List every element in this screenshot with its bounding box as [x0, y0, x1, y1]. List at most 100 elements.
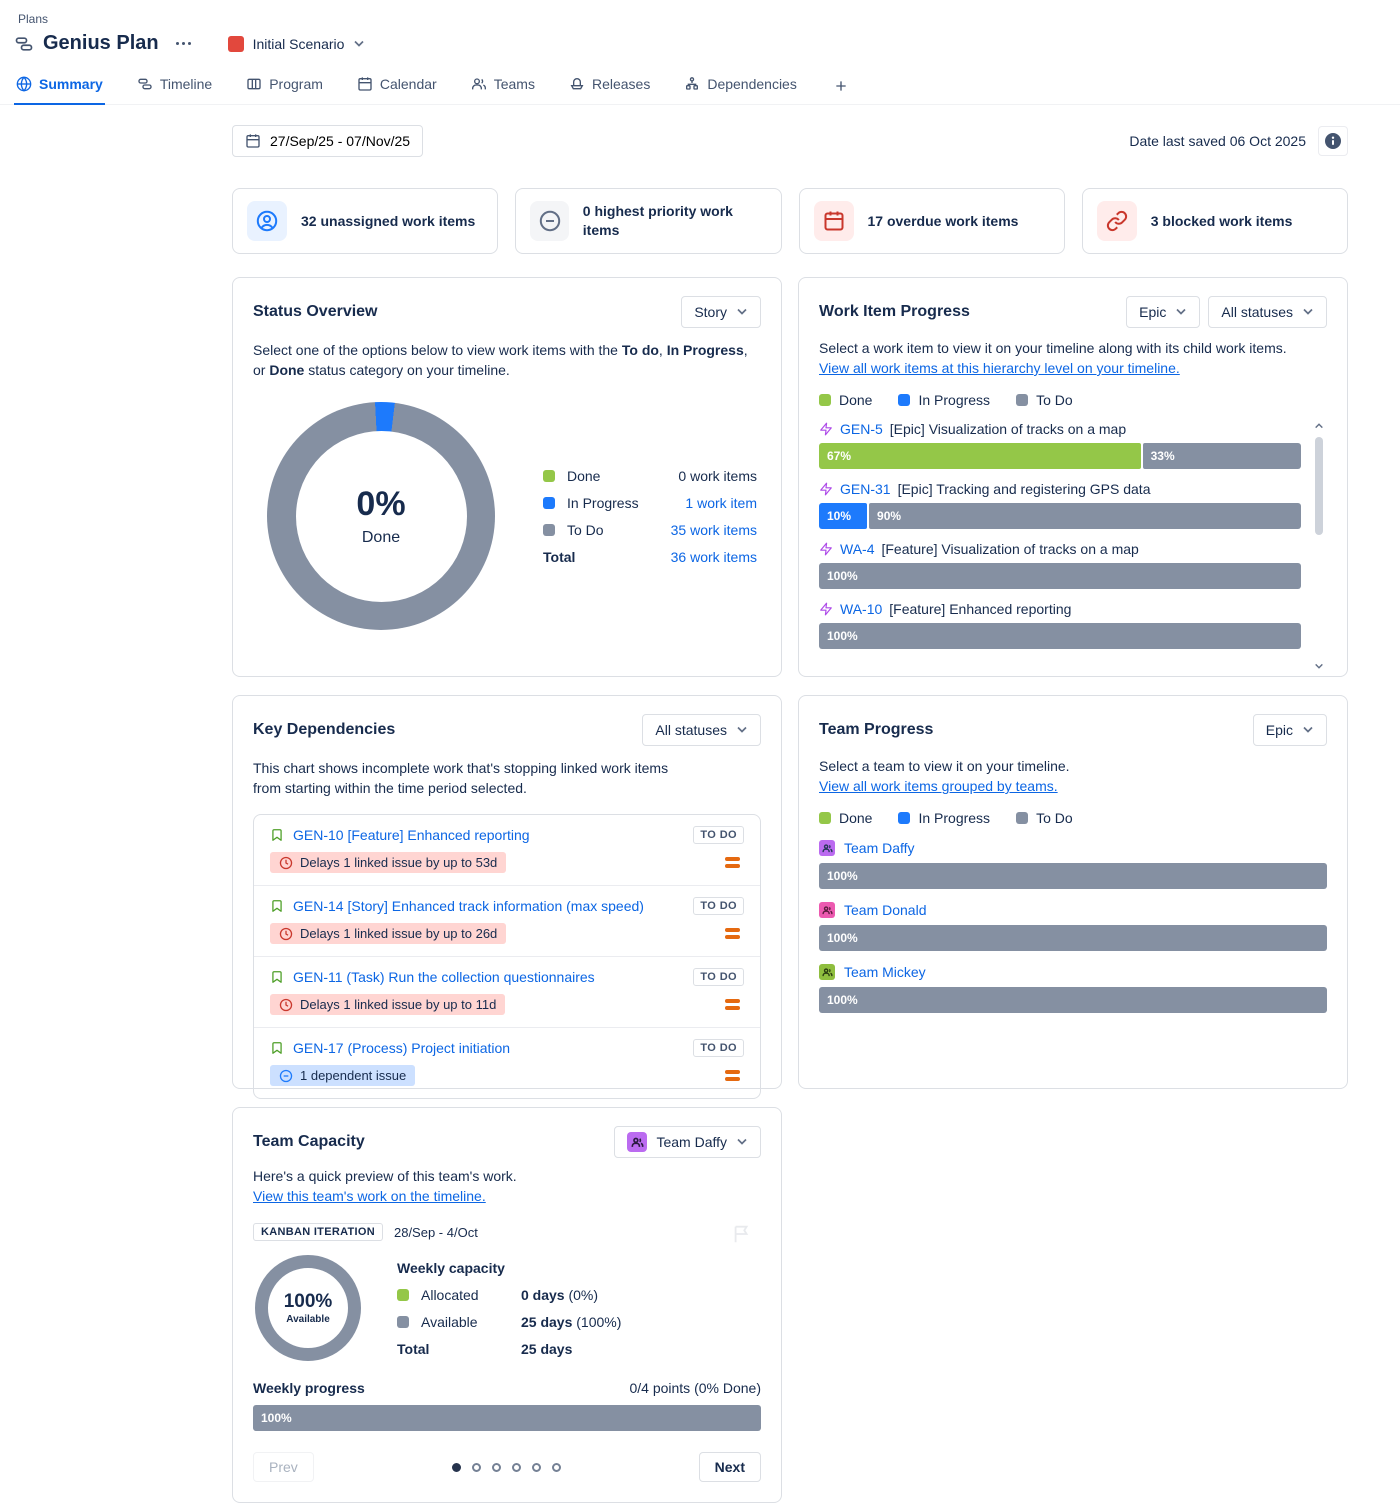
add-tab-button[interactable]	[829, 70, 853, 105]
delay-pill: Delays 1 linked issue by up to 53d	[270, 852, 507, 873]
legend-swatch	[898, 812, 911, 824]
progress-bar[interactable]: 10% 90%	[819, 503, 1301, 529]
progress-bar[interactable]: 100%	[819, 623, 1301, 649]
status-overview-level-dropdown[interactable]: Story	[681, 296, 761, 328]
stat-card-overdue[interactable]: 17 overdue work items	[798, 188, 1065, 254]
scenario-selector[interactable]: Initial Scenario	[227, 35, 366, 52]
pager-dot[interactable]	[531, 1462, 541, 1472]
people-icon	[821, 905, 833, 914]
tab-releases[interactable]: Releases	[567, 68, 652, 105]
team-progress-bar[interactable]: 100%	[819, 987, 1327, 1013]
status-badge: TO DO	[693, 897, 744, 915]
progress-segment: 100%	[253, 1405, 761, 1431]
people-icon	[631, 1137, 644, 1147]
progress-segment: 90%	[869, 503, 1301, 529]
card-description: This chart shows incomplete work that's …	[253, 760, 669, 796]
medium-priority-icon	[725, 999, 740, 1010]
donut-center-value: 0%	[356, 485, 406, 523]
progress-bar[interactable]: 100%	[819, 563, 1301, 589]
scrollbar-thumb[interactable]	[1315, 437, 1323, 535]
scroll-up-icon[interactable]	[1314, 422, 1324, 429]
legend-value-link[interactable]: 35 work items	[670, 521, 757, 538]
dependency-link[interactable]: GEN-10 [Feature] Enhanced reporting	[293, 827, 530, 843]
team-progress-bar[interactable]: 100%	[819, 863, 1327, 889]
page-title: Genius Plan	[43, 32, 159, 54]
more-actions-button[interactable]	[170, 34, 197, 53]
stat-card-blocked[interactable]: 3 blocked work items	[1081, 188, 1348, 254]
next-button[interactable]: Next	[698, 1452, 761, 1482]
tp-level-dropdown[interactable]: Epic	[1252, 714, 1327, 746]
prev-button[interactable]: Prev	[253, 1452, 314, 1482]
breadcrumb[interactable]: Plans	[18, 12, 49, 26]
legend-row-total: Total 36 work items	[543, 549, 757, 565]
dependency-link[interactable]: GEN-17 (Process) Project initiation	[293, 1040, 511, 1056]
view-all-hierarchy-link[interactable]: View all work items at this hierarchy le…	[819, 360, 1180, 376]
work-item-key-link[interactable]: WA-10	[840, 601, 883, 617]
pager-dot[interactable]	[471, 1462, 481, 1472]
calendar-icon	[246, 134, 260, 148]
wip-status-dropdown[interactable]: All statuses	[1208, 296, 1327, 328]
weekly-capacity-table: Weekly capacity Allocated 0 days (0%) Av…	[397, 1260, 761, 1357]
pager-dot[interactable]	[511, 1462, 521, 1472]
tab-program[interactable]: Program	[244, 68, 325, 105]
pager-dot[interactable]	[491, 1462, 501, 1472]
tab-label: Calendar	[379, 76, 437, 92]
info-button[interactable]	[1318, 126, 1348, 156]
people-icon	[821, 967, 833, 976]
legend-swatch	[819, 812, 831, 824]
date-range-button[interactable]: 27/Sep/25 - 07/Nov/25	[232, 125, 424, 157]
tab-dependencies[interactable]: Dependencies	[682, 68, 799, 105]
tab-teams[interactable]: Teams	[469, 68, 537, 105]
clock-icon	[279, 856, 293, 869]
stat-card-highest-priority[interactable]: 0 highest priority work items	[515, 188, 782, 254]
last-saved: Date last saved 06 Oct 2025	[1129, 126, 1348, 156]
weekly-capacity-heading: Weekly capacity	[397, 1259, 505, 1276]
team-progress-bar[interactable]: 100%	[819, 925, 1327, 951]
work-item-key-link[interactable]: WA-4	[840, 541, 875, 557]
team-selector-dropdown[interactable]: Team Daffy	[614, 1126, 761, 1158]
bookmark-icon	[272, 1042, 282, 1054]
work-item-key-link[interactable]: GEN-31	[840, 481, 891, 497]
dropdown-value: All statuses	[1221, 304, 1293, 320]
status-badge: TO DO	[693, 826, 744, 844]
team-link[interactable]: Team Donald	[844, 902, 927, 918]
capacity-value: 100%	[283, 1291, 333, 1312]
dependency-link[interactable]: GEN-14 [Story] Enhanced track informatio…	[293, 898, 644, 914]
dropdown-value: Epic	[1265, 722, 1293, 738]
tab-label: Teams	[493, 76, 535, 92]
legend-value-link[interactable]: 1 work item	[685, 494, 757, 511]
stat-card-unassigned[interactable]: 32 unassigned work items	[232, 188, 499, 254]
iteration-badge: KANBAN ITERATION	[253, 1223, 383, 1241]
dependency-item: GEN-17 (Process) Project initiation TO D…	[254, 1027, 760, 1098]
work-item-key-link[interactable]: GEN-5	[840, 421, 883, 437]
dropdown-value: Team Daffy	[656, 1134, 727, 1150]
work-item-row: WA-4 [Feature] Visualization of tracks o…	[819, 541, 1301, 589]
view-team-timeline-link[interactable]: View this team's work on the timeline.	[253, 1188, 486, 1204]
capacity-label: Available	[286, 1314, 330, 1325]
scrollbar[interactable]	[1311, 421, 1327, 671]
board-columns-icon	[247, 78, 261, 90]
legend-swatch	[543, 469, 555, 482]
tab-summary[interactable]: Summary	[14, 68, 105, 105]
kd-status-dropdown[interactable]: All statuses	[642, 714, 761, 746]
wip-level-dropdown[interactable]: Epic	[1126, 296, 1201, 328]
pager-dot[interactable]	[551, 1462, 561, 1472]
status-badge: TO DO	[693, 1039, 744, 1057]
legend-swatch	[1016, 812, 1029, 824]
pager-dot[interactable]	[451, 1462, 461, 1472]
tab-calendar[interactable]: Calendar	[355, 68, 439, 105]
team-link[interactable]: Team Mickey	[844, 964, 926, 980]
team-link[interactable]: Team Daffy	[844, 840, 915, 856]
card-title: Work Item Progress	[819, 303, 970, 320]
legend-row-done: Done 0 work items	[543, 468, 757, 484]
legend-value-link[interactable]: 36 work items	[670, 548, 757, 565]
ship-icon	[570, 78, 584, 90]
tab-timeline[interactable]: Timeline	[135, 68, 214, 105]
minus-circle-icon	[530, 201, 569, 241]
progress-segment: 10%	[819, 503, 868, 529]
progress-bar[interactable]: 67% 33%	[819, 443, 1301, 469]
scroll-down-icon[interactable]	[1314, 663, 1324, 670]
dependency-link[interactable]: GEN-11 (Task) Run the collection questio…	[293, 969, 595, 985]
view-grouped-by-teams-link[interactable]: View all work items grouped by teams.	[819, 778, 1058, 794]
weekly-progress-points: 0/4 points (0% Done)	[629, 1380, 761, 1396]
